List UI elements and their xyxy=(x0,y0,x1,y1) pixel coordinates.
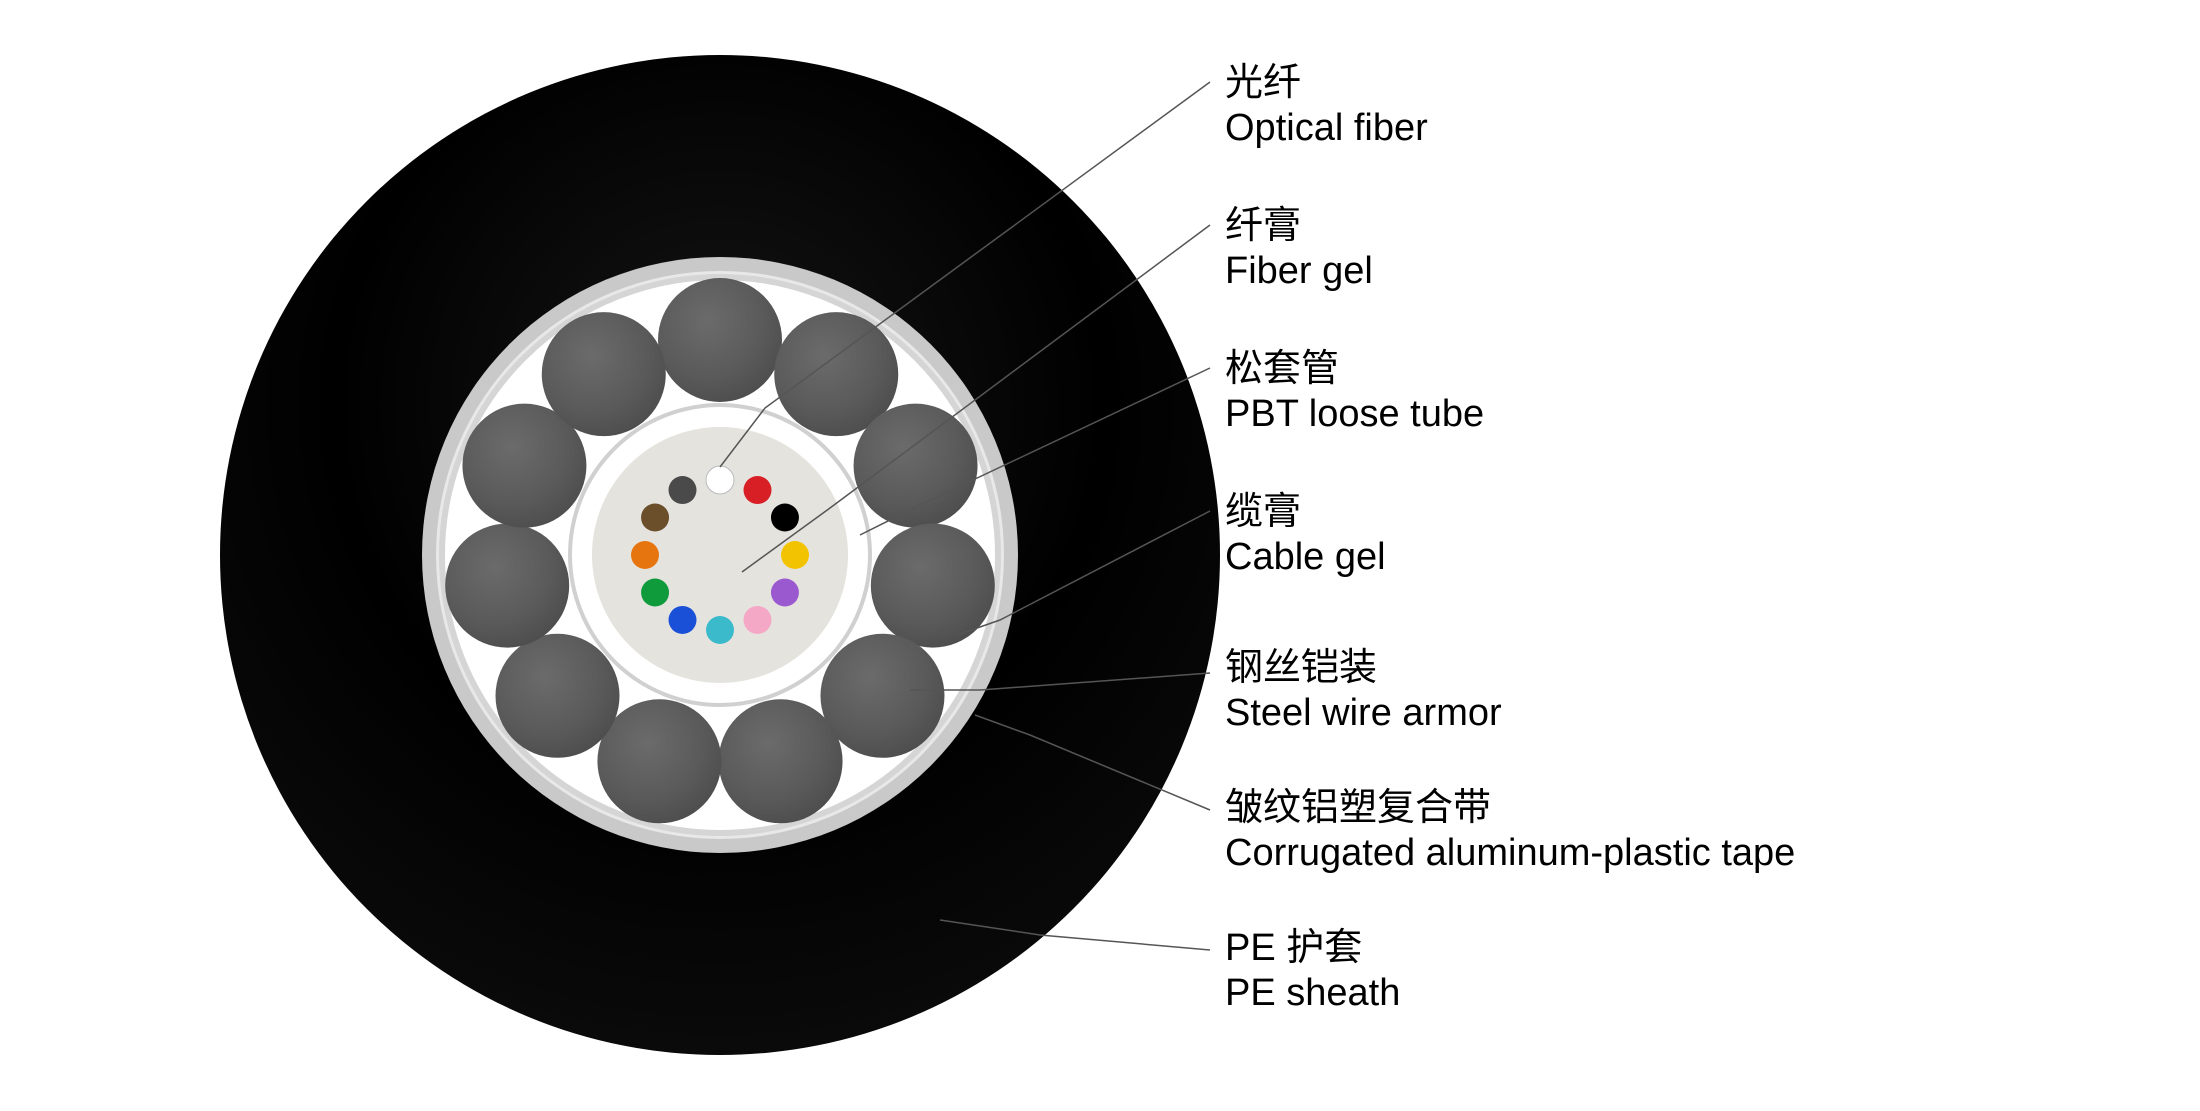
steel-wire xyxy=(854,404,978,528)
optical-fiber xyxy=(771,504,799,532)
label-zh: 松套管 xyxy=(1225,348,1339,390)
label-zh: 光纤 xyxy=(1225,62,1301,104)
optical-fiber xyxy=(669,606,697,634)
label-zh: 纤膏 xyxy=(1225,205,1301,247)
steel-wire xyxy=(542,312,666,436)
optical-fiber xyxy=(631,541,659,569)
steel-wire xyxy=(496,634,620,758)
label-zh: 缆膏 xyxy=(1225,491,1301,533)
optical-fiber xyxy=(641,579,669,607)
optical-fiber xyxy=(771,579,799,607)
steel-wire xyxy=(597,699,721,823)
optical-fiber xyxy=(744,476,772,504)
optical-fiber xyxy=(706,616,734,644)
fiber-gel xyxy=(592,427,848,683)
label-zh: 皱纹铝塑复合带 xyxy=(1225,787,1491,829)
optical-fiber xyxy=(641,504,669,532)
label-en: Cable gel xyxy=(1225,536,1386,578)
label-en: Optical fiber xyxy=(1225,107,1428,149)
steel-wire xyxy=(658,278,782,402)
steel-wire xyxy=(719,699,843,823)
label-zh: 钢丝铠装 xyxy=(1225,647,1377,689)
label-en: Steel wire armor xyxy=(1225,692,1502,734)
label-zh: PE 护套 xyxy=(1225,927,1362,969)
optical-fiber xyxy=(706,466,734,494)
steel-wire xyxy=(445,524,569,648)
optical-fiber xyxy=(781,541,809,569)
label-en: PBT loose tube xyxy=(1225,393,1484,435)
label-en: Corrugated aluminum-plastic tape xyxy=(1225,832,1795,874)
steel-wire xyxy=(820,634,944,758)
label-en: PE sheath xyxy=(1225,972,1400,1014)
label-en: Fiber gel xyxy=(1225,250,1373,292)
optical-fiber xyxy=(669,476,697,504)
optical-fiber xyxy=(744,606,772,634)
